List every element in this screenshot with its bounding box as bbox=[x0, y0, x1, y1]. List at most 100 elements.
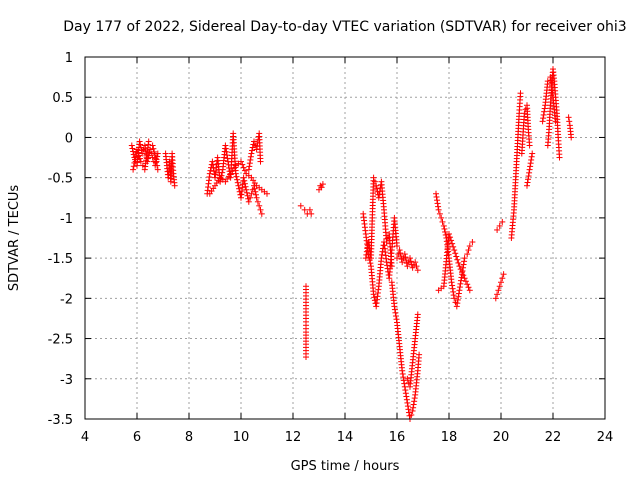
data-point bbox=[391, 306, 398, 313]
data-point bbox=[246, 160, 253, 167]
data-point bbox=[132, 156, 139, 163]
data-point bbox=[247, 194, 254, 201]
y-tick-label: -2 bbox=[60, 292, 73, 307]
plot-frame bbox=[84, 56, 606, 420]
data-point bbox=[243, 189, 250, 196]
data-point bbox=[145, 138, 152, 145]
data-point bbox=[556, 154, 563, 161]
data-point bbox=[461, 255, 468, 262]
data-point bbox=[252, 191, 259, 198]
data-point bbox=[495, 287, 502, 294]
data-point bbox=[450, 243, 457, 250]
data-point bbox=[319, 181, 326, 188]
data-point bbox=[456, 284, 463, 291]
data-point bbox=[529, 150, 536, 157]
data-point bbox=[152, 155, 159, 162]
data-point bbox=[154, 162, 161, 169]
data-point bbox=[457, 266, 464, 273]
data-point bbox=[134, 149, 141, 156]
data-point bbox=[248, 150, 255, 157]
data-point bbox=[440, 222, 447, 229]
data-point bbox=[399, 370, 406, 377]
data-point bbox=[371, 178, 378, 185]
data-point bbox=[496, 222, 503, 229]
y-tick-label: -1.5 bbox=[48, 252, 73, 267]
data-point bbox=[407, 255, 413, 262]
data-point bbox=[370, 174, 377, 181]
data-point bbox=[414, 267, 421, 274]
data-point bbox=[540, 111, 547, 118]
data-point bbox=[450, 292, 457, 299]
x-tick-label: 20 bbox=[493, 430, 510, 445]
data-point bbox=[449, 240, 456, 247]
data-point bbox=[526, 166, 533, 173]
y-tick-label: -0.5 bbox=[48, 172, 73, 187]
data-point bbox=[219, 169, 226, 176]
x-axis-label: GPS time / hours bbox=[291, 459, 400, 474]
data-point bbox=[233, 173, 240, 180]
data-point bbox=[401, 383, 408, 390]
data-point bbox=[541, 108, 548, 115]
data-point bbox=[435, 203, 442, 210]
data-point bbox=[455, 290, 462, 297]
data-point bbox=[435, 206, 442, 213]
data-point bbox=[234, 176, 241, 183]
data-point bbox=[131, 159, 138, 166]
data-point bbox=[460, 272, 467, 279]
data-point bbox=[526, 142, 533, 149]
data-point bbox=[154, 166, 161, 173]
data-point bbox=[494, 226, 501, 233]
data-point bbox=[565, 114, 572, 121]
data-point bbox=[438, 214, 445, 221]
data-point bbox=[528, 153, 535, 160]
data-point bbox=[257, 158, 264, 165]
data-point bbox=[408, 411, 415, 418]
data-point bbox=[539, 118, 546, 125]
data-point bbox=[448, 237, 455, 244]
data-point bbox=[413, 263, 420, 270]
data-point bbox=[447, 234, 454, 241]
data-point bbox=[136, 138, 143, 145]
data-point bbox=[526, 169, 533, 176]
data-point bbox=[566, 118, 573, 125]
data-point bbox=[524, 182, 530, 189]
data-point bbox=[455, 293, 462, 300]
data-point bbox=[434, 197, 441, 204]
data-point bbox=[448, 279, 455, 286]
data-point bbox=[465, 284, 472, 291]
data-point bbox=[450, 288, 457, 295]
data-point bbox=[394, 255, 400, 262]
data-point bbox=[306, 206, 313, 213]
x-tick-label: 22 bbox=[545, 430, 562, 445]
data-point bbox=[466, 287, 473, 294]
data-point bbox=[247, 156, 254, 163]
data-point bbox=[132, 153, 139, 160]
data-point bbox=[528, 156, 535, 163]
data-point bbox=[367, 260, 374, 267]
data-point bbox=[318, 184, 325, 191]
data-point bbox=[264, 190, 270, 197]
y-tick-label: 1 bbox=[65, 51, 73, 66]
x-tick-label: 6 bbox=[133, 430, 141, 445]
data-point bbox=[455, 259, 462, 266]
data-point bbox=[399, 259, 406, 266]
data-point bbox=[568, 134, 575, 141]
data-point bbox=[365, 239, 372, 246]
data-point bbox=[303, 354, 309, 361]
data-point bbox=[461, 258, 468, 265]
data-point bbox=[207, 167, 214, 174]
data-point bbox=[149, 142, 156, 149]
data-point bbox=[460, 261, 467, 268]
data-point bbox=[383, 239, 390, 246]
data-point bbox=[402, 387, 409, 394]
data-point bbox=[499, 218, 506, 225]
data-point bbox=[414, 311, 421, 318]
data-point bbox=[206, 170, 213, 177]
data-point bbox=[453, 253, 460, 260]
y-tick-label: 0 bbox=[65, 131, 73, 146]
y-tick-label: 0.5 bbox=[52, 91, 73, 106]
data-point bbox=[441, 225, 448, 232]
data-point bbox=[240, 164, 247, 171]
data-point bbox=[393, 316, 400, 323]
data-point bbox=[540, 115, 547, 122]
